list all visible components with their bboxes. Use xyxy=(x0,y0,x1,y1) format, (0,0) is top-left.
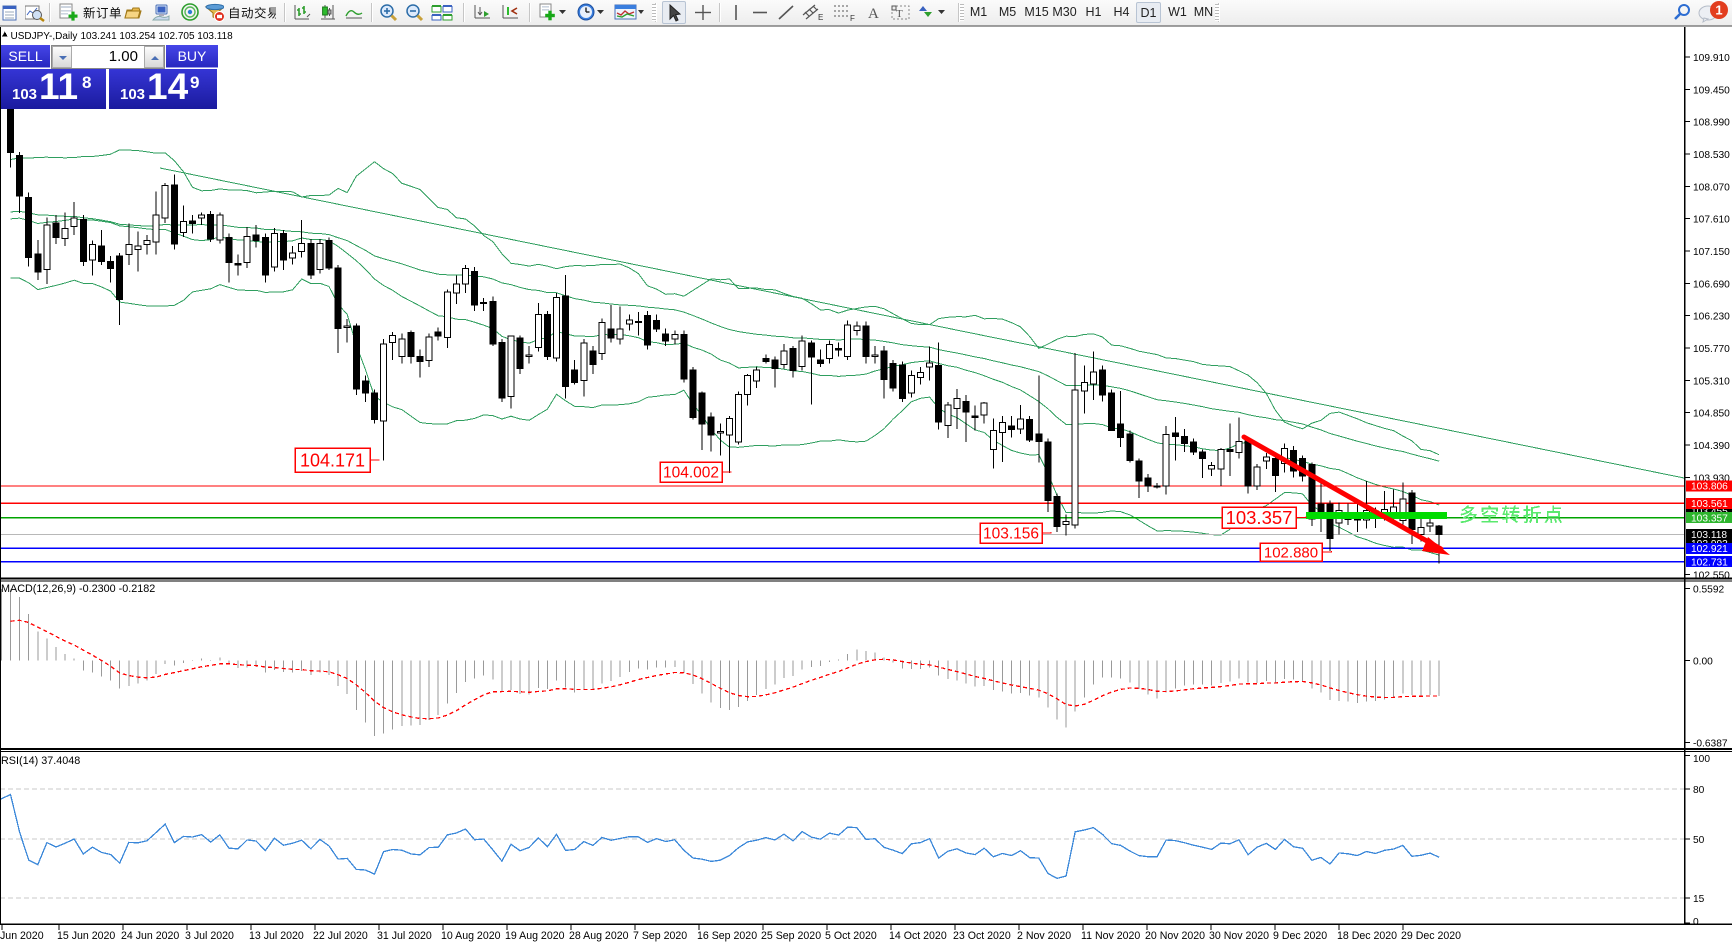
svg-text:5 Oct 2020: 5 Oct 2020 xyxy=(825,930,877,942)
svg-text:-0.6387: -0.6387 xyxy=(1693,738,1728,749)
svg-text:A: A xyxy=(868,6,879,22)
svg-text:15: 15 xyxy=(1693,894,1705,905)
svg-text:0: 0 xyxy=(1693,917,1699,928)
svg-text:103.156: 103.156 xyxy=(983,526,1039,543)
svg-text:25 Sep 2020: 25 Sep 2020 xyxy=(761,930,821,942)
svg-text:102.550: 102.550 xyxy=(1693,570,1730,581)
svg-text:100: 100 xyxy=(1693,754,1710,765)
svg-text:3 Jul 2020: 3 Jul 2020 xyxy=(185,930,234,942)
svg-text:108.530: 108.530 xyxy=(1693,150,1730,161)
svg-text:16 Sep 2020: 16 Sep 2020 xyxy=(697,930,757,942)
svg-text:107.610: 107.610 xyxy=(1693,215,1730,226)
svg-text:80: 80 xyxy=(1693,785,1705,796)
svg-text:103.806: 103.806 xyxy=(1691,482,1728,493)
svg-text:7 Sep 2020: 7 Sep 2020 xyxy=(633,930,687,942)
svg-text:106.230: 106.230 xyxy=(1693,312,1730,323)
svg-text:13 Jul 2020: 13 Jul 2020 xyxy=(249,930,304,942)
svg-text:MACD(12,26,9) -0.2300 -0.2182: MACD(12,26,9) -0.2300 -0.2182 xyxy=(1,583,155,595)
svg-text:103.241 103.254 102.705 103.11: 103.241 103.254 102.705 103.118 xyxy=(81,31,234,42)
svg-text:103.357: 103.357 xyxy=(1691,513,1728,524)
svg-text:109.450: 109.450 xyxy=(1693,85,1730,96)
svg-text:23 Oct 2020: 23 Oct 2020 xyxy=(953,930,1011,942)
svg-text:T: T xyxy=(896,8,903,20)
svg-text:105.770: 105.770 xyxy=(1693,344,1730,355)
svg-text:103.455: 103.455 xyxy=(1691,506,1728,517)
svg-text:F: F xyxy=(850,14,855,22)
svg-text:10 Aug 2020: 10 Aug 2020 xyxy=(441,930,501,942)
svg-text:15 Jun 2020: 15 Jun 2020 xyxy=(57,930,115,942)
svg-text:105.310: 105.310 xyxy=(1693,376,1730,387)
svg-text:RSI(14) 37.4048: RSI(14) 37.4048 xyxy=(1,755,80,767)
svg-text:104.002: 104.002 xyxy=(663,465,719,482)
svg-text:24 Jun 2020: 24 Jun 2020 xyxy=(121,930,179,942)
svg-text:104.850: 104.850 xyxy=(1693,409,1730,420)
svg-text:Jun 2020: Jun 2020 xyxy=(0,930,44,942)
svg-text:20 Nov 2020: 20 Nov 2020 xyxy=(1145,930,1205,942)
svg-text:30 Nov 2020: 30 Nov 2020 xyxy=(1209,930,1269,942)
svg-text:108.990: 108.990 xyxy=(1693,118,1730,129)
svg-text:104.390: 104.390 xyxy=(1693,441,1730,452)
svg-text:0.5592: 0.5592 xyxy=(1693,585,1724,596)
svg-text:2 Nov 2020: 2 Nov 2020 xyxy=(1017,930,1071,942)
svg-text:E: E xyxy=(818,13,823,22)
svg-text:18 Dec 2020: 18 Dec 2020 xyxy=(1337,930,1397,942)
svg-text:102.880: 102.880 xyxy=(1264,544,1318,561)
svg-text:0.00: 0.00 xyxy=(1693,656,1713,667)
svg-text:103.930: 103.930 xyxy=(1693,473,1730,484)
svg-text:109.910: 109.910 xyxy=(1693,53,1730,64)
svg-text:28 Aug 2020: 28 Aug 2020 xyxy=(569,930,629,942)
svg-text:11 Nov 2020: 11 Nov 2020 xyxy=(1081,930,1140,942)
svg-text:9 Dec 2020: 9 Dec 2020 xyxy=(1273,930,1327,942)
svg-text:29 Dec 2020: 29 Dec 2020 xyxy=(1401,930,1461,942)
svg-text:31 Jul 2020: 31 Jul 2020 xyxy=(377,930,432,942)
svg-text:103.561: 103.561 xyxy=(1691,499,1728,510)
svg-text:102.731: 102.731 xyxy=(1691,557,1728,568)
svg-text:1: 1 xyxy=(1715,2,1722,17)
svg-text:106.690: 106.690 xyxy=(1693,279,1730,290)
svg-text:108.070: 108.070 xyxy=(1693,182,1730,193)
svg-text:50: 50 xyxy=(1693,835,1705,846)
svg-text:19 Aug 2020: 19 Aug 2020 xyxy=(505,930,565,942)
svg-text:USDJPY-,Daily: USDJPY-,Daily xyxy=(11,31,78,42)
svg-text:22 Jul 2020: 22 Jul 2020 xyxy=(313,930,368,942)
svg-text:103.357: 103.357 xyxy=(1226,507,1293,528)
svg-text:103.118: 103.118 xyxy=(1691,530,1727,541)
svg-text:14 Oct 2020: 14 Oct 2020 xyxy=(889,930,947,942)
svg-text:104.171: 104.171 xyxy=(300,450,365,470)
svg-text:107.150: 107.150 xyxy=(1693,247,1730,258)
svg-text:102.921: 102.921 xyxy=(1691,544,1728,555)
